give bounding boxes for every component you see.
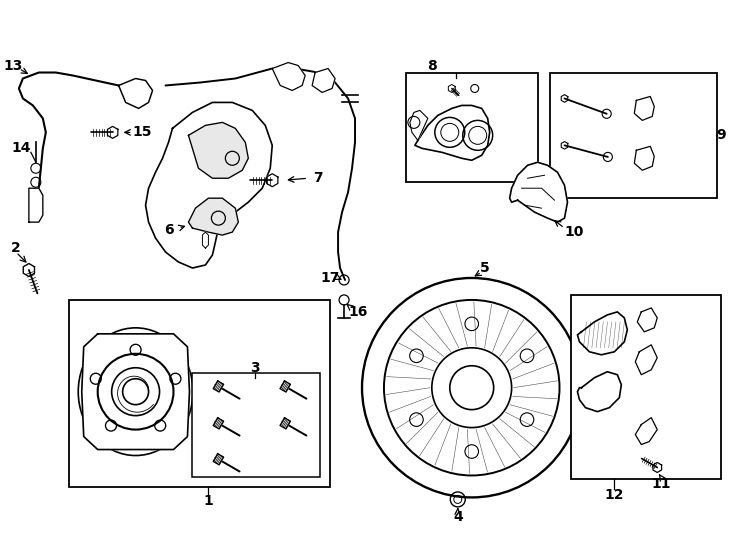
Polygon shape (119, 78, 153, 109)
Polygon shape (266, 174, 278, 187)
Text: 3: 3 (250, 361, 260, 375)
Text: 5: 5 (480, 261, 490, 275)
Polygon shape (213, 381, 224, 392)
Polygon shape (145, 103, 272, 268)
Polygon shape (312, 69, 335, 92)
Polygon shape (448, 84, 455, 92)
Polygon shape (415, 105, 490, 160)
Polygon shape (410, 110, 428, 140)
Bar (69, 300, 330, 488)
Bar (572, 295, 721, 480)
Text: 14: 14 (11, 141, 31, 156)
Polygon shape (29, 188, 43, 222)
Text: 15: 15 (133, 125, 153, 139)
Text: 13: 13 (3, 58, 23, 72)
Text: 9: 9 (716, 129, 726, 143)
Text: 2: 2 (11, 241, 21, 255)
Polygon shape (634, 146, 654, 170)
Polygon shape (107, 126, 118, 138)
Bar (406, 72, 537, 182)
Polygon shape (81, 334, 189, 449)
Bar (192, 373, 320, 477)
Text: 17: 17 (321, 271, 340, 285)
Text: 7: 7 (313, 171, 323, 185)
Polygon shape (634, 97, 654, 120)
Text: 8: 8 (427, 58, 437, 72)
Polygon shape (562, 141, 568, 149)
Text: 6: 6 (164, 223, 173, 237)
Polygon shape (280, 381, 291, 392)
Polygon shape (189, 198, 239, 235)
Text: 16: 16 (349, 305, 368, 319)
Text: 10: 10 (564, 225, 584, 239)
Polygon shape (578, 312, 628, 355)
Polygon shape (272, 63, 305, 91)
Polygon shape (653, 462, 661, 472)
Polygon shape (203, 232, 208, 248)
Polygon shape (280, 418, 291, 429)
Polygon shape (213, 454, 224, 465)
Text: 4: 4 (453, 510, 462, 524)
Text: 11: 11 (652, 477, 671, 491)
Polygon shape (578, 372, 622, 411)
Polygon shape (23, 264, 34, 276)
Bar (550, 72, 717, 198)
Polygon shape (562, 94, 568, 102)
Polygon shape (509, 163, 567, 222)
Polygon shape (637, 308, 657, 332)
Text: 1: 1 (203, 495, 214, 508)
Polygon shape (189, 123, 248, 178)
Polygon shape (213, 418, 224, 429)
Polygon shape (636, 417, 657, 444)
Text: 12: 12 (605, 488, 624, 502)
Polygon shape (636, 345, 657, 375)
